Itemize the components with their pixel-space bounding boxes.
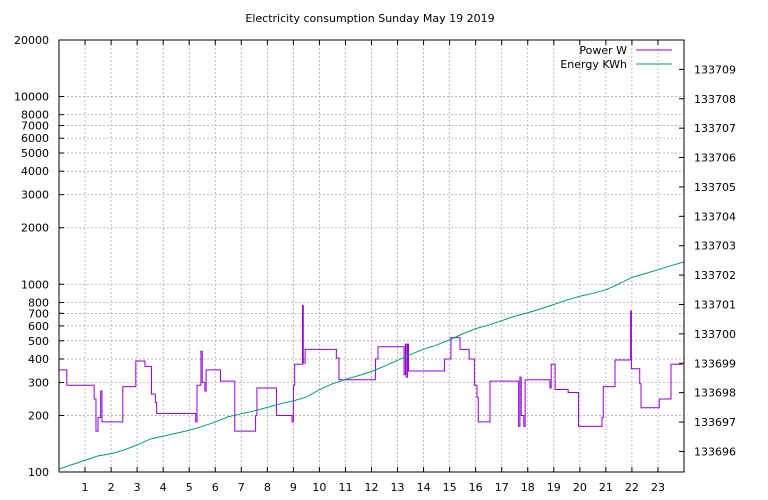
y-left-tick-label: 6000 bbox=[21, 132, 49, 145]
y-left-tick-label: 20000 bbox=[14, 34, 49, 47]
y-left-tick-label: 4000 bbox=[21, 165, 49, 178]
x-tick-label: 5 bbox=[186, 481, 193, 494]
y-left-tick-label: 8000 bbox=[21, 109, 49, 122]
x-tick-label: 11 bbox=[338, 481, 352, 494]
y-right-tick-label: 133708 bbox=[694, 93, 736, 106]
x-tick-label: 21 bbox=[599, 481, 613, 494]
series-layer bbox=[58, 261, 685, 470]
series-line-energy bbox=[58, 261, 685, 470]
y-left-tick-label: 400 bbox=[28, 353, 49, 366]
legend: Power W Energy KWh bbox=[560, 44, 672, 71]
y-left-tick-label: 300 bbox=[28, 376, 49, 389]
y-left-tick-label: 500 bbox=[28, 335, 49, 348]
y-right-tick-label: 133696 bbox=[694, 445, 736, 458]
x-tick-label: 23 bbox=[651, 481, 665, 494]
x-tick-label: 7 bbox=[238, 481, 245, 494]
x-tick-label: 15 bbox=[443, 481, 457, 494]
y-left-tick-label: 2000 bbox=[21, 222, 49, 235]
x-tick-label: 22 bbox=[625, 481, 639, 494]
y-left-tick-label: 10000 bbox=[14, 91, 49, 104]
y-left-tick-label: 3000 bbox=[21, 189, 49, 202]
legend-label-power: Power W bbox=[579, 44, 627, 57]
x-tick-label: 19 bbox=[547, 481, 561, 494]
x-tick-label: 14 bbox=[417, 481, 431, 494]
x-tick-label: 3 bbox=[134, 481, 141, 494]
y-right-tick-label: 133704 bbox=[694, 210, 736, 223]
x-tick-label: 1 bbox=[82, 481, 89, 494]
x-tick-label: 16 bbox=[469, 481, 483, 494]
x-tick-label: 9 bbox=[290, 481, 297, 494]
y-right-tick-label: 133702 bbox=[694, 269, 736, 282]
y-right-tick-label: 133698 bbox=[694, 387, 736, 400]
y-left-tick-label: 1000 bbox=[21, 278, 49, 291]
y-left-tick-label: 200 bbox=[28, 409, 49, 422]
x-tick-label: 2 bbox=[108, 481, 115, 494]
y-left-tick-label: 7000 bbox=[21, 120, 49, 133]
x-tick-label: 8 bbox=[264, 481, 271, 494]
y-left-tick-label: 5000 bbox=[21, 147, 49, 160]
x-tick-label: 18 bbox=[521, 481, 535, 494]
grid bbox=[59, 39, 684, 473]
y-right-tick-label: 133706 bbox=[694, 152, 736, 165]
y-right-tick-label: 133709 bbox=[694, 63, 736, 76]
y-right-tick-label: 133705 bbox=[694, 181, 736, 194]
legend-label-energy: Energy KWh bbox=[560, 58, 627, 71]
x-tick-label: 6 bbox=[212, 481, 219, 494]
y-right-tick-label: 133697 bbox=[694, 416, 736, 429]
x-tick-label: 17 bbox=[495, 481, 509, 494]
y-left-tick-label: 600 bbox=[28, 320, 49, 333]
y-right-tick-label: 133700 bbox=[694, 328, 736, 341]
y-left-tick-label: 700 bbox=[28, 307, 49, 320]
x-tick-label: 12 bbox=[365, 481, 379, 494]
x-tick-label: 20 bbox=[573, 481, 587, 494]
plot-frame bbox=[58, 39, 685, 473]
axis-ticks: 1 2 3 4 5 6 7 8 9 10 11 12 13 14 15 16 17 18 19 20 21 22 23100… bbox=[14, 34, 736, 494]
y-left-tick-label: 800 bbox=[28, 296, 49, 309]
x-tick-label: 10 bbox=[312, 481, 326, 494]
y-right-tick-label: 133701 bbox=[694, 298, 736, 311]
series-line-power bbox=[59, 305, 683, 432]
y-right-tick-label: 133707 bbox=[694, 122, 736, 135]
x-tick-label: 4 bbox=[160, 481, 167, 494]
y-right-tick-label: 133699 bbox=[694, 357, 736, 370]
y-right-tick-label: 133703 bbox=[694, 240, 736, 253]
y-left-tick-label: 100 bbox=[28, 466, 49, 479]
chart-title: Electricity consumption Sunday May 19 20… bbox=[245, 12, 494, 25]
x-tick-label: 13 bbox=[391, 481, 405, 494]
